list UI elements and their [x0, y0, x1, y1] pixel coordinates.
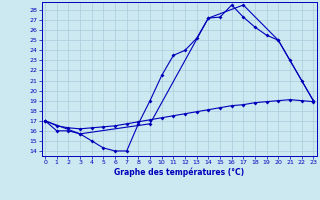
X-axis label: Graphe des températures (°C): Graphe des températures (°C) [114, 168, 244, 177]
